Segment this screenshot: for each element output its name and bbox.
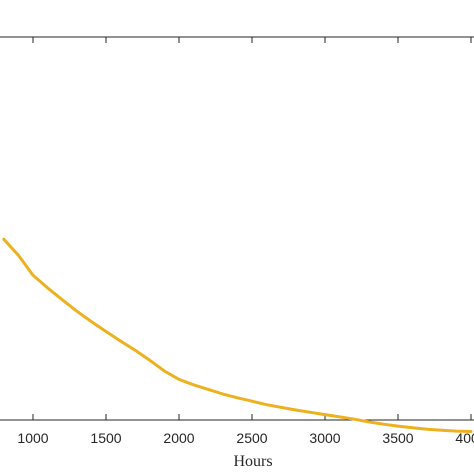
x-tick-label: 3500 — [382, 430, 413, 446]
x-axis-tick-labels: 1000 1500 2000 2500 3000 3500 4000 — [17, 430, 474, 446]
x-tick-label: 1500 — [90, 430, 121, 446]
series-layer — [2, 237, 473, 433]
x-tick-label: 4000 — [455, 430, 474, 446]
series-line — [2, 237, 473, 433]
x-tick-label: 2000 — [163, 430, 194, 446]
x-tick-label: 2500 — [236, 430, 267, 446]
x-axis-label: Hours — [233, 453, 272, 470]
x-tick-label: 3000 — [309, 430, 340, 446]
axes-frame — [0, 36, 474, 421]
x-axis-ticks — [32, 37, 472, 420]
x-tick-label: 1000 — [17, 430, 48, 446]
